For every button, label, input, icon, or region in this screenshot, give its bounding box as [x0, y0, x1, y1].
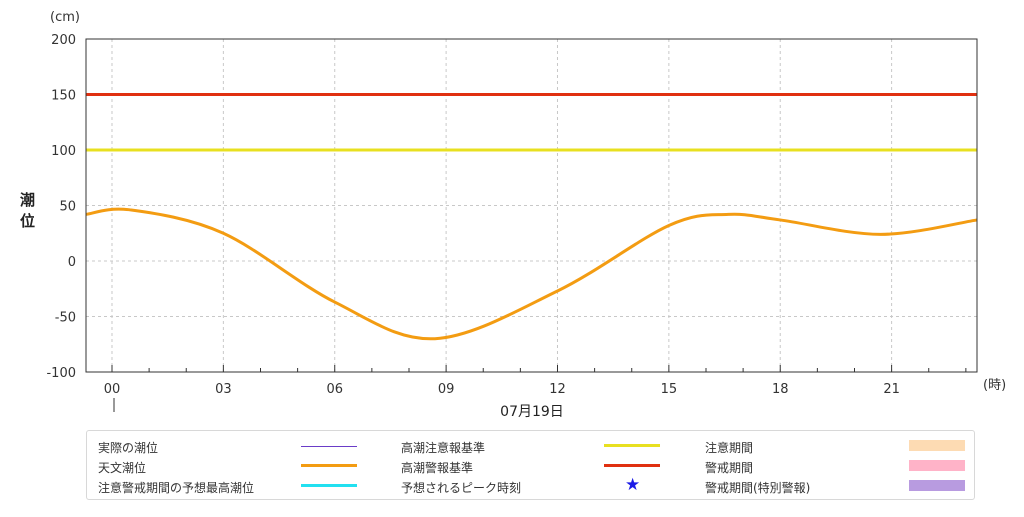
tide-chart: (cm) 潮 位 200 150 100 50 0 -50 -100 00 03 06 09 12 15…	[20, 10, 1006, 420]
y-axis-label-2: 位	[20, 212, 35, 230]
legend-label-peak-time: 予想されるピーク時刻	[401, 481, 522, 495]
legend-box-warning-period	[909, 460, 965, 471]
star-icon: ★	[625, 475, 641, 495]
legend-label-special-warning-period: 警戒期間(特別警報)	[705, 481, 811, 495]
plot-frame	[85, 38, 978, 373]
legend-label-predicted-max: 注意警戒期間の予想最高潮位	[98, 481, 255, 495]
legend-line-predicted-max	[301, 484, 357, 487]
legend-line-advisory	[604, 444, 660, 447]
x-tick-label: 21	[883, 382, 900, 397]
x-tick-label: 03	[215, 382, 232, 397]
legend-line-warning	[604, 464, 660, 467]
y-tick-label: -100	[46, 366, 76, 381]
legend-line-actual	[301, 446, 357, 447]
legend-box-caution-period	[909, 440, 965, 451]
x-unit-label: (時)	[983, 378, 1006, 393]
x-tick-label: 15	[661, 382, 678, 397]
x-tick-label: 09	[438, 382, 455, 397]
legend-label-advisory: 高潮注意報基準	[401, 441, 486, 455]
legend-label-astronomical: 天文潮位	[98, 461, 147, 475]
y-tick-label: -50	[55, 311, 76, 326]
y-tick-label: 150	[51, 89, 76, 104]
legend: 実際の潮位 天文潮位 注意警戒期間の予想最高潮位 高潮注意報基準 高潮警報基準 …	[86, 430, 975, 500]
x-tick-label: 18	[772, 382, 789, 397]
date-label: 07月19日	[500, 404, 564, 420]
legend-label-actual: 実際の潮位	[98, 441, 159, 455]
y-axis-label: 潮	[20, 191, 35, 209]
y-tick-label: 200	[51, 33, 76, 48]
y-unit-label: (cm)	[50, 10, 80, 25]
x-tick-label: 06	[326, 382, 343, 397]
legend-label-warning-period: 警戒期間	[705, 461, 754, 475]
y-tick-label: 0	[68, 255, 76, 270]
legend-label-caution-period: 注意期間	[705, 441, 754, 455]
legend-label-warning: 高潮警報基準	[401, 461, 474, 475]
legend-line-astronomical	[301, 464, 357, 467]
x-tick-label: 00	[104, 382, 121, 397]
y-tick-label: 100	[51, 144, 76, 159]
x-tick-label: 12	[549, 382, 566, 397]
astronomical-tide-line	[85, 207, 978, 341]
legend-box-special-warning-period	[909, 480, 965, 491]
y-tick-label: 50	[59, 200, 76, 215]
